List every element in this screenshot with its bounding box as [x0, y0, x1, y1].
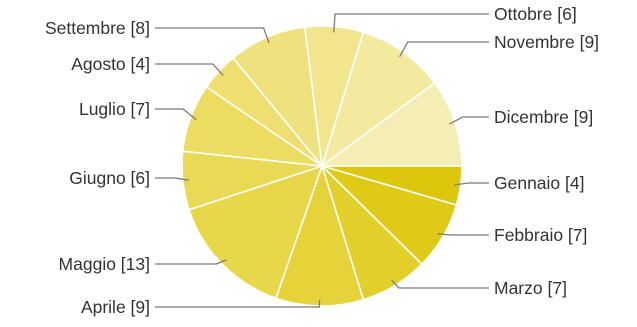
leader-line: [155, 108, 197, 121]
leader-line: [155, 63, 224, 76]
slice-label: Novembre [9]: [494, 32, 599, 52]
slice-label: Gennaio [4]: [494, 173, 584, 193]
leader-line: [437, 233, 489, 236]
slice-label: Aprile [9]: [81, 297, 150, 317]
leader-line: [155, 177, 189, 181]
pie-slices: [181, 25, 463, 307]
leader-line: [333, 13, 489, 33]
leader-line: [399, 41, 489, 58]
slice-label: Luglio [7]: [79, 99, 150, 119]
leader-line: [155, 27, 270, 44]
slice-labels: Gennaio [4] Febbraio [7] Marzo [7] Aprile […: [45, 4, 599, 317]
slice-label: Maggio [13]: [59, 254, 150, 274]
leader-line: [391, 279, 489, 289]
slice-label: Febbraio [7]: [494, 225, 587, 245]
leader-line: [155, 299, 321, 308]
leader-line: [448, 116, 489, 125]
slice-label: Agosto [4]: [71, 54, 150, 74]
pie-slice: [319, 81, 463, 167]
slice-label: Dicembre [9]: [494, 107, 593, 127]
slice-label: Ottobre [6]: [494, 4, 577, 24]
slice-label: Settembre [8]: [45, 18, 150, 38]
pie-slice: [320, 31, 436, 169]
leader-line: [454, 182, 489, 186]
leader-line: [155, 259, 227, 265]
slice-label: Marzo [7]: [494, 278, 567, 298]
leader-lines: [155, 13, 489, 308]
slice-label: Giugno [6]: [69, 168, 150, 188]
